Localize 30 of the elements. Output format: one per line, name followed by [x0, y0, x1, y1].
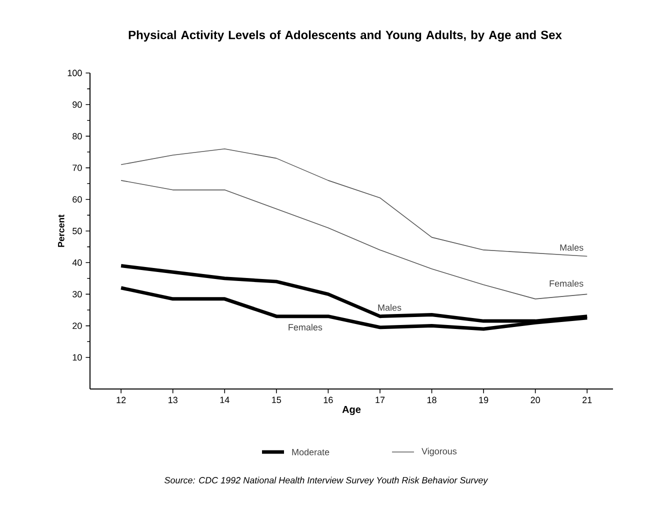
y-tick-label: 80 [72, 133, 82, 140]
y-tick-label: 40 [72, 259, 82, 266]
y-tick-label: 30 [72, 291, 82, 298]
text: Moderate [292, 448, 330, 456]
text: Vigorous [422, 448, 457, 456]
x-tick-label: 15 [272, 396, 282, 404]
x-tick-label: 21 [582, 396, 592, 404]
y-tick-label: 50 [72, 228, 82, 234]
y-tick-label: 60 [72, 196, 82, 203]
y-tick-label: 20 [72, 322, 82, 329]
series-label: Males [378, 304, 402, 311]
x-axis-title: Age [342, 406, 361, 416]
y-axis-title: Percent [58, 214, 64, 247]
chart-title: Physical Activity Levels of Adolescents and Young Adults, by Age and Sex [128, 30, 562, 42]
series-label: Males [560, 244, 584, 251]
x-tick-label: 20 [530, 396, 540, 404]
y-tick-label: 10 [72, 354, 82, 361]
source-note: Source: CDC 1992 National Health Interview Survey Youth Risk Behavior Survey [164, 476, 488, 486]
x-tick-label: 16 [324, 396, 333, 404]
series-label: Females [550, 280, 584, 287]
y-tick-label: 90 [72, 101, 82, 108]
x-tick-label: 18 [427, 396, 436, 404]
series-label: Females [288, 324, 322, 330]
x-tick-label: 14 [220, 396, 230, 403]
x-tick-label: 19 [479, 396, 488, 404]
y-tick-label: 70 [72, 164, 82, 171]
y-tick-label: 100 [68, 70, 82, 76]
x-tick-label: 17 [376, 396, 385, 403]
x-tick-label: 13 [168, 396, 178, 404]
x-tick-label: 12 [116, 396, 126, 404]
